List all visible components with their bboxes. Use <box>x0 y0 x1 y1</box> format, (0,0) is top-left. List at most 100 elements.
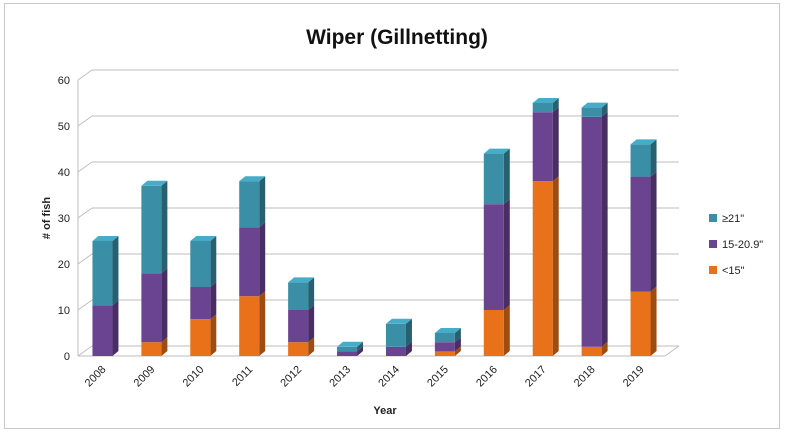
grid-wall-line <box>77 69 93 81</box>
bar-front <box>141 185 162 274</box>
x-tick-label: 2017 <box>523 364 549 390</box>
bar-side <box>650 171 657 292</box>
bar-segment <box>532 176 559 356</box>
bar-side <box>259 222 266 297</box>
bar-front <box>288 310 309 343</box>
bar-segment <box>190 236 217 287</box>
bar-segment <box>288 337 315 356</box>
bar-front <box>190 287 211 320</box>
bar-top <box>385 318 412 324</box>
grid-wall-line <box>77 345 93 357</box>
x-tick-label: 2013 <box>327 364 353 390</box>
bar-side <box>405 341 412 356</box>
bar-side <box>308 337 315 356</box>
bar-segment <box>434 328 461 343</box>
y-tick-label: 40 <box>58 167 70 179</box>
bar-top <box>239 176 266 182</box>
bar-stack-2010 <box>190 236 217 356</box>
x-tick-label: 2014 <box>376 364 402 390</box>
legend: ≥21" 15-20.9" <15" <box>709 213 763 277</box>
bar-segment <box>288 277 315 310</box>
bar-front <box>630 291 651 356</box>
bar-stack-2017 <box>532 98 559 356</box>
bar-segment <box>190 314 217 356</box>
bar-front <box>337 351 358 356</box>
bar-front <box>483 153 504 205</box>
bar-side <box>650 286 657 356</box>
bar-side <box>210 236 217 287</box>
bar-top <box>288 277 315 283</box>
bar-side <box>357 346 364 356</box>
bar-segment <box>630 286 657 356</box>
bar-side <box>259 291 266 356</box>
bar-front <box>630 176 651 292</box>
y-tick-label: 60 <box>58 75 70 87</box>
bar-front <box>385 346 406 356</box>
grid-wall-line <box>77 207 93 219</box>
bar-front <box>239 181 260 228</box>
y-tick-label: 30 <box>58 213 70 225</box>
x-tick-label: 2018 <box>572 364 598 390</box>
bar-side <box>503 305 510 356</box>
bar-top <box>581 102 608 108</box>
bar-top <box>630 139 657 145</box>
bar-top <box>532 98 559 103</box>
bar-stack-2015 <box>434 328 461 356</box>
bar-top <box>141 180 168 186</box>
legend-label: <15" <box>722 265 745 277</box>
bar-segment <box>630 171 657 292</box>
bar-side <box>161 337 168 356</box>
bar-side <box>454 346 461 356</box>
bar-segment <box>239 176 266 228</box>
bar-segment <box>532 98 559 113</box>
bar-top <box>434 328 461 333</box>
x-axis-title: Year <box>373 405 397 417</box>
bar-front <box>385 323 406 347</box>
x-tick-label: 2016 <box>474 364 500 390</box>
bar-segment <box>385 318 412 347</box>
bar-side <box>552 107 559 182</box>
bar-segment <box>483 305 510 356</box>
bar-side <box>161 268 168 343</box>
grid-wall-line <box>77 161 93 173</box>
legend-item: ≥21" <box>709 213 744 225</box>
bar-stack-2012 <box>288 277 315 356</box>
bar-front <box>239 296 260 356</box>
bar-front <box>141 342 162 356</box>
bar-segment <box>434 346 461 356</box>
bar-segment <box>483 199 510 310</box>
bar-front <box>239 227 260 297</box>
floor-edge <box>664 345 680 357</box>
y-tick-label: 0 <box>64 351 70 363</box>
grid-wall-line <box>77 299 93 311</box>
bar-segment <box>92 236 119 306</box>
grid-wall-line <box>77 253 93 265</box>
bar-segment <box>141 337 168 356</box>
bar-side <box>161 180 168 274</box>
legend-swatch <box>709 266 717 274</box>
bar-front <box>337 346 358 352</box>
bar-side <box>357 341 364 352</box>
bar-side <box>112 300 119 356</box>
x-tick-label: 2012 <box>278 364 304 390</box>
bar-front <box>288 282 309 310</box>
bar-stack-2018 <box>581 102 608 356</box>
bar-segment <box>581 102 608 117</box>
bar-front <box>581 107 602 117</box>
bar-top <box>190 236 217 241</box>
bar-front <box>92 305 113 356</box>
bar-stack-2014 <box>385 318 412 356</box>
bar-segment <box>483 148 510 205</box>
bar-segment <box>288 305 315 343</box>
bar-side <box>210 282 217 320</box>
bar-layer <box>92 98 657 356</box>
legend-item: <15" <box>709 265 745 277</box>
bar-side <box>552 98 559 113</box>
bar-front <box>581 346 602 356</box>
bar-side <box>552 176 559 356</box>
bar-side <box>405 318 412 347</box>
legend-item: 15-20.9" <box>709 239 763 251</box>
bar-front <box>630 144 651 177</box>
x-tick-label: 2019 <box>621 364 647 390</box>
